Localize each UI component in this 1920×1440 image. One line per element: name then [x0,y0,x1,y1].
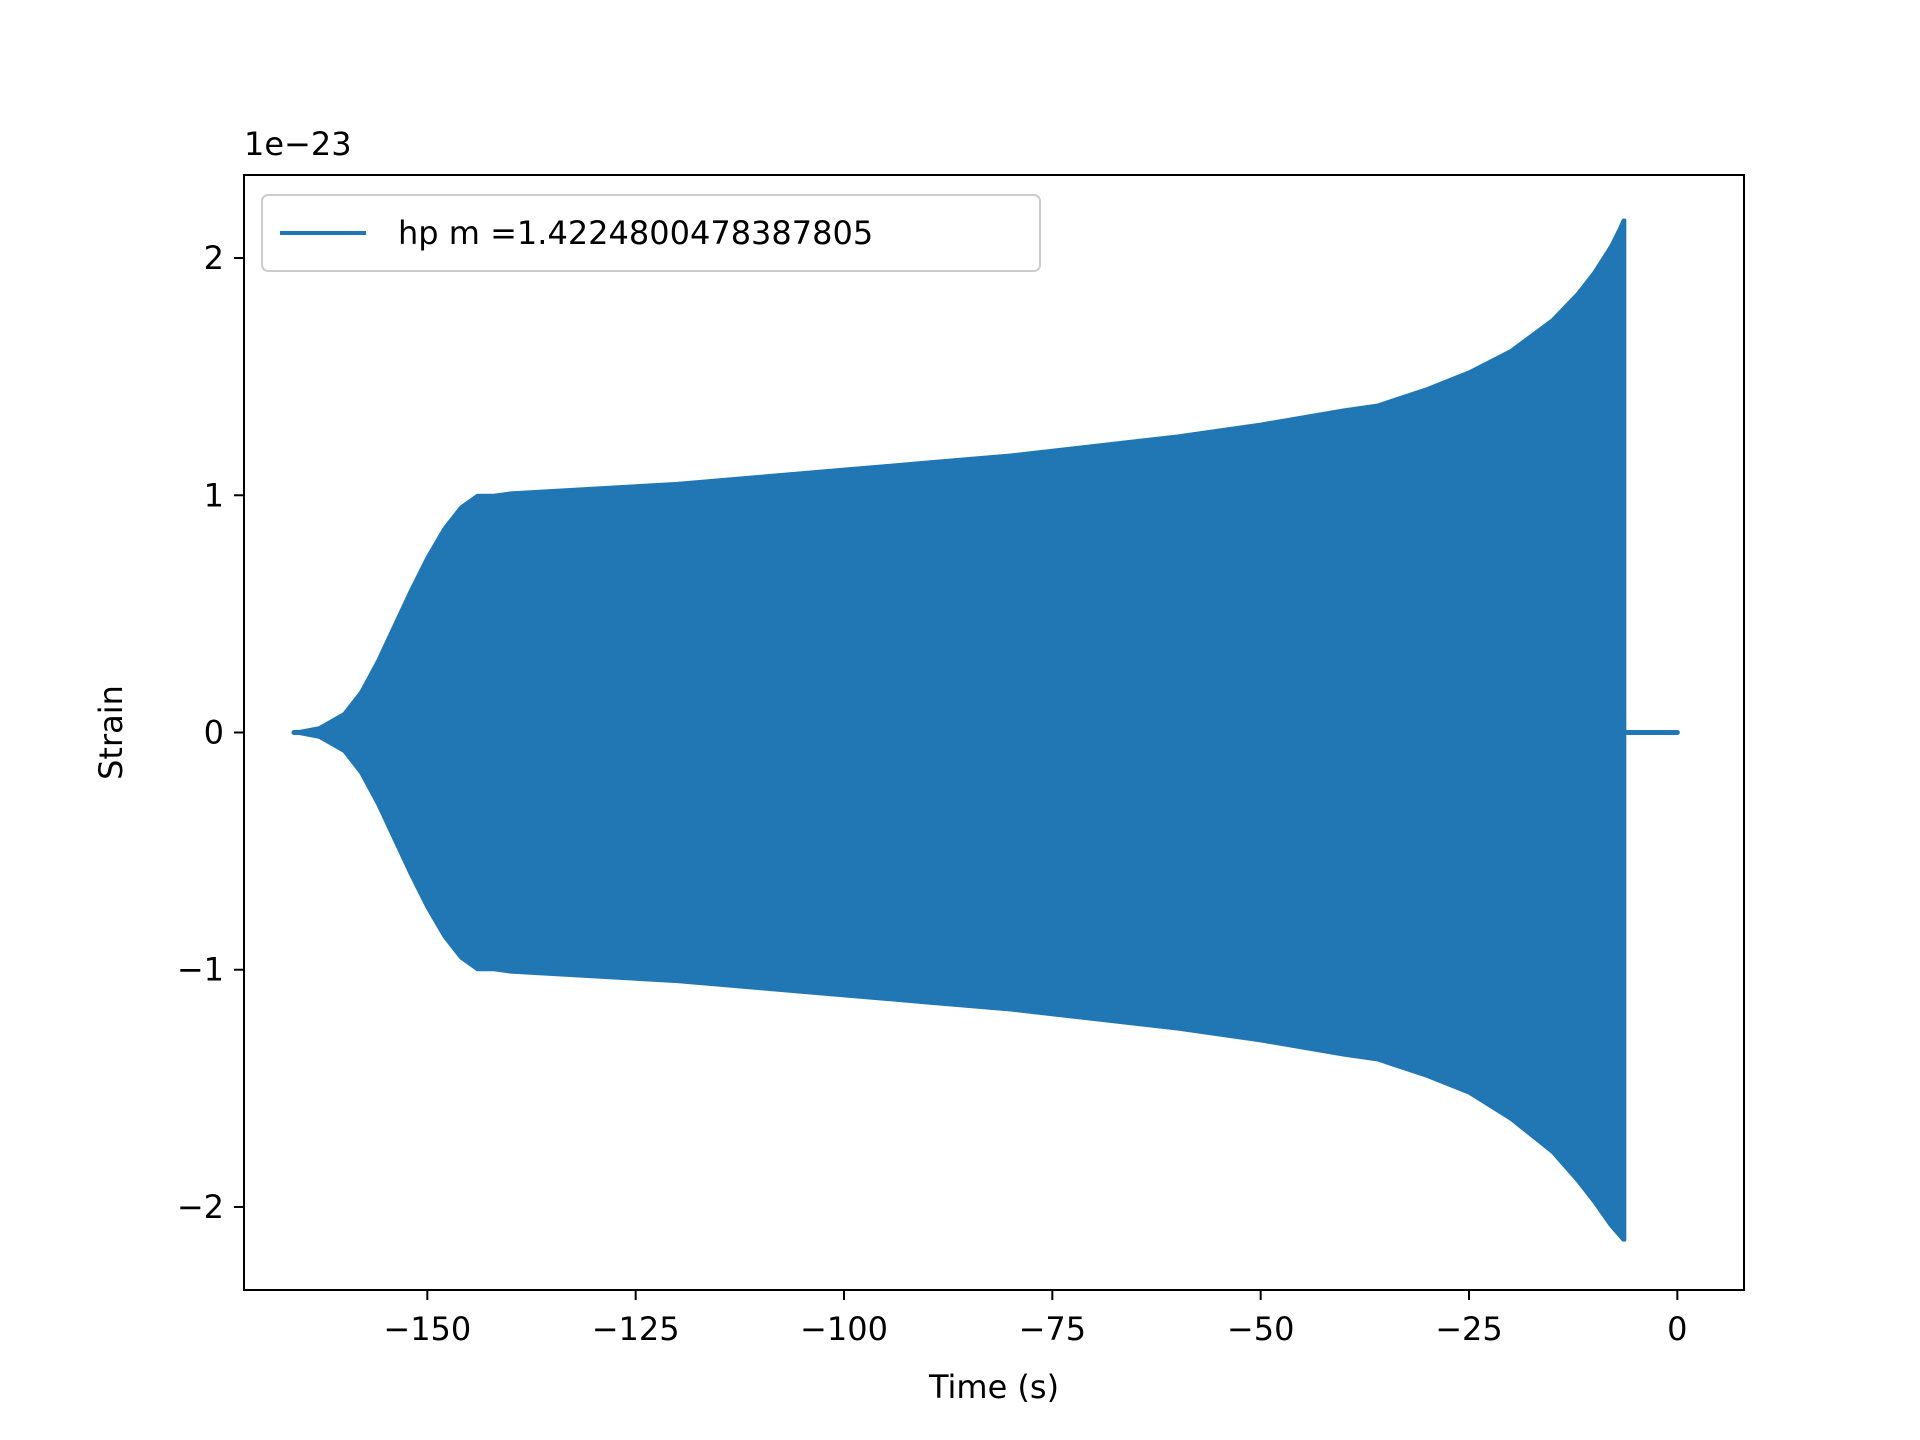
x-tick-label: 0 [1667,1310,1687,1348]
x-axis-label: Time (s) [928,1368,1059,1406]
legend-label: hp m =1.4224800478387805 [398,214,873,252]
y-ticks: −2 −1 0 1 2 [177,239,244,1226]
y-tick-label: −2 [177,1188,224,1226]
y-tick-label: −1 [177,951,224,989]
x-tick-label: −50 [1227,1310,1295,1348]
x-tick-label: −25 [1435,1310,1503,1348]
y-tick-label: 1 [204,476,224,514]
x-ticks: −150 −125 −100 −75 −50 −25 0 [383,1290,1688,1348]
y-axis-label: Strain [92,685,130,780]
y-tick-label: 0 [204,714,224,752]
series-layer [291,218,1680,1242]
series-hp-waveform [292,218,1627,1242]
x-tick-label: −150 [383,1310,471,1348]
legend-box [261,194,1041,272]
legend: hp m =1.4224800478387805 [261,194,1041,272]
x-tick-label: −75 [1019,1310,1087,1348]
x-tick-label: −125 [592,1310,680,1348]
y-axis-offset-label: 1e−23 [244,125,352,163]
x-tick-label: −100 [800,1310,888,1348]
y-tick-label: 2 [204,239,224,277]
